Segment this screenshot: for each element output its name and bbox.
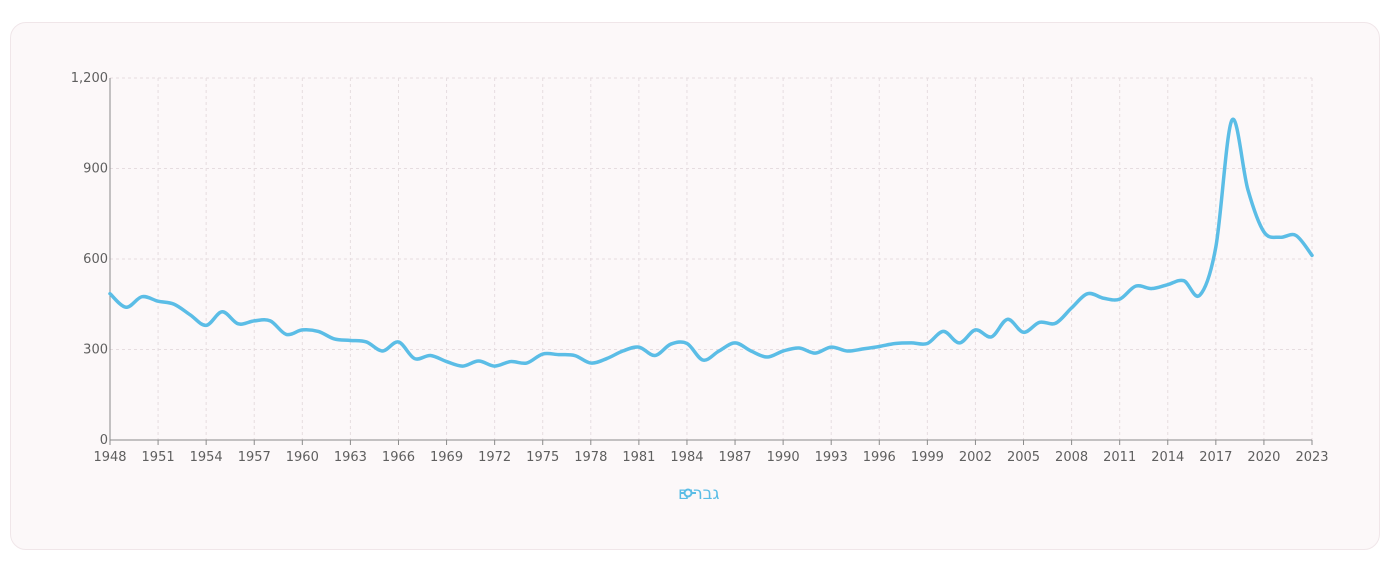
x-tick-label-5: 1963 bbox=[334, 450, 367, 465]
x-tick-label-11: 1981 bbox=[622, 450, 655, 465]
legend-marker-icon bbox=[683, 488, 693, 498]
x-tick-label-4: 1960 bbox=[286, 450, 319, 465]
x-tick-label-0: 1948 bbox=[93, 450, 126, 465]
y-tick-label-3: 900 bbox=[83, 162, 108, 177]
x-tick-label-3: 1957 bbox=[238, 450, 271, 465]
x-tick-label-12: 1984 bbox=[670, 450, 703, 465]
x-tick-label-16: 1996 bbox=[863, 450, 896, 465]
x-tick-label-8: 1972 bbox=[478, 450, 511, 465]
x-tick-label-14: 1990 bbox=[767, 450, 800, 465]
series-line-0 bbox=[108, 117, 1314, 368]
x-tick-label-17: 1999 bbox=[911, 450, 944, 465]
x-tick-label-9: 1975 bbox=[526, 450, 559, 465]
y-tick-label-0: 0 bbox=[100, 433, 108, 448]
x-tick-label-18: 2002 bbox=[959, 450, 992, 465]
x-tick-label-10: 1978 bbox=[574, 450, 607, 465]
x-tick-label-23: 2017 bbox=[1199, 450, 1232, 465]
x-tick-label-13: 1987 bbox=[718, 450, 751, 465]
x-tick-label-21: 2011 bbox=[1103, 450, 1136, 465]
x-tick-label-20: 2008 bbox=[1055, 450, 1088, 465]
x-tick-label-22: 2014 bbox=[1151, 450, 1184, 465]
x-tick-label-7: 1969 bbox=[430, 450, 463, 465]
y-tick-label-4: 1,200 bbox=[71, 71, 108, 86]
x-tick-label-19: 2005 bbox=[1007, 450, 1040, 465]
x-tick-label-2: 1954 bbox=[190, 450, 223, 465]
x-tick-label-1: 1951 bbox=[142, 450, 175, 465]
x-tick-label-15: 1993 bbox=[815, 450, 848, 465]
x-tick-label-6: 1966 bbox=[382, 450, 415, 465]
x-tick-label-24: 2020 bbox=[1247, 450, 1280, 465]
chart-card bbox=[10, 22, 1380, 550]
y-tick-label-1: 300 bbox=[83, 343, 108, 358]
y-tick-label-2: 600 bbox=[83, 252, 108, 267]
x-tick-label-25: 2023 bbox=[1295, 450, 1328, 465]
